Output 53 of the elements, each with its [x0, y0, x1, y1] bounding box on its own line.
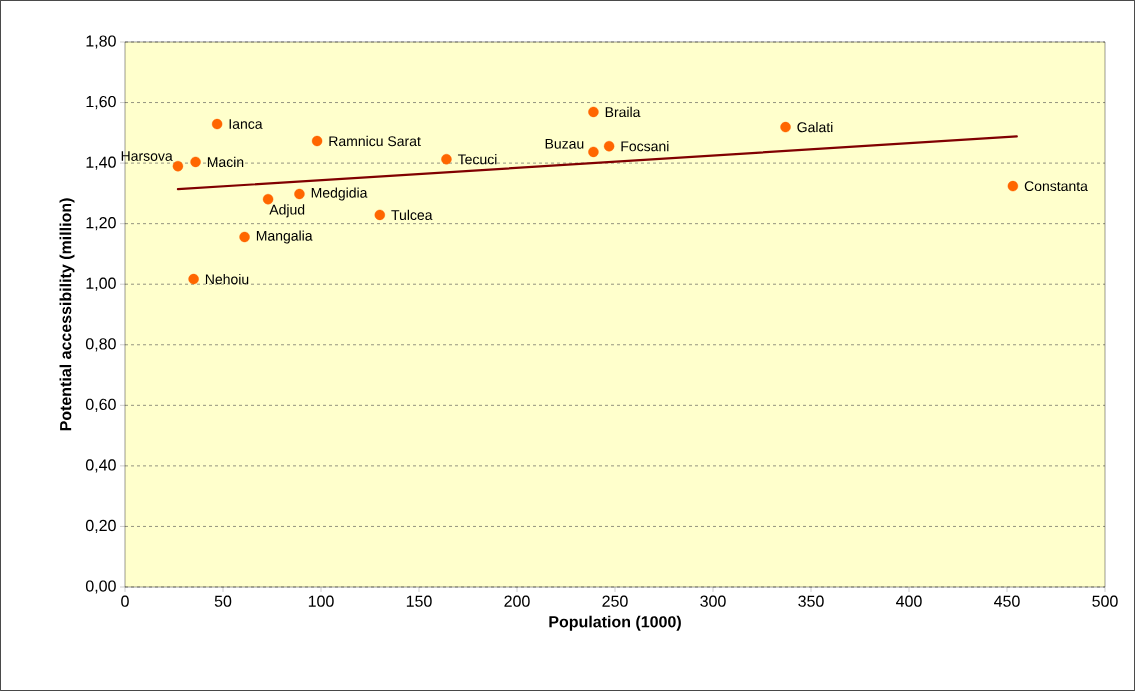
y-tick-label: 0,00	[85, 580, 116, 594]
annotation: Harsova	[121, 151, 173, 161]
point	[239, 231, 250, 243]
point	[211, 118, 223, 130]
y-tick-label: 0,80	[85, 338, 116, 352]
point	[603, 140, 615, 152]
y-tick-label: 1,60	[86, 95, 116, 110]
annotation: Braila	[605, 106, 641, 118]
annotation: Adjud	[269, 204, 305, 218]
x-tick-label: 250	[602, 595, 628, 607]
x-tick-label: 300	[700, 595, 726, 607]
annotation: Tecuci	[457, 154, 497, 165]
annotation: Constanta	[1024, 181, 1088, 192]
annotation: Tulcea	[391, 209, 433, 221]
annotation: Medgidia	[311, 187, 368, 201]
x-tick-label: 150	[406, 595, 432, 607]
point	[172, 160, 184, 172]
annotation: Macin	[207, 156, 244, 168]
x-tick-label: 100	[308, 595, 334, 607]
point	[374, 209, 386, 221]
x-tick-label: 200	[504, 595, 530, 607]
point	[190, 156, 201, 168]
y-tick-label: 1,00	[86, 277, 116, 291]
point	[780, 121, 791, 133]
y-axis-title: Potential accessibility (million)	[59, 198, 75, 431]
x-tick-label: 450	[994, 595, 1020, 607]
point	[441, 153, 452, 165]
point	[1007, 180, 1019, 192]
annotation: Buzau	[545, 138, 584, 149]
y-tick-label: 1,40	[86, 156, 116, 170]
x-tick-label: 400	[896, 595, 922, 607]
annotation: Nehoiu	[205, 273, 249, 285]
y-tick-label: 1,20	[86, 217, 116, 231]
x-axis-title: Population (1000)	[549, 615, 681, 631]
point	[588, 146, 599, 158]
annotation: Focsani	[621, 141, 669, 152]
annotation: Galati	[797, 121, 833, 133]
x-tick-label: 500	[1092, 595, 1118, 607]
y-tick-label: 0,40	[85, 459, 116, 473]
annotation: Mangalia	[256, 230, 313, 244]
annotation: Ramnicu Sarat	[329, 135, 421, 147]
point	[188, 273, 199, 285]
point	[311, 135, 323, 147]
x-tick-label: 350	[798, 595, 824, 607]
point	[294, 188, 305, 200]
x-tick-label: 50	[214, 595, 232, 607]
y-tick-label: 1,80	[86, 35, 116, 49]
x-tick-label: 0	[121, 595, 129, 607]
annotation: Ianca	[229, 119, 263, 129]
point	[588, 106, 599, 118]
y-tick-label: 0,20	[85, 519, 116, 534]
point	[262, 193, 274, 205]
y-tick-label: 0,60	[85, 398, 116, 412]
